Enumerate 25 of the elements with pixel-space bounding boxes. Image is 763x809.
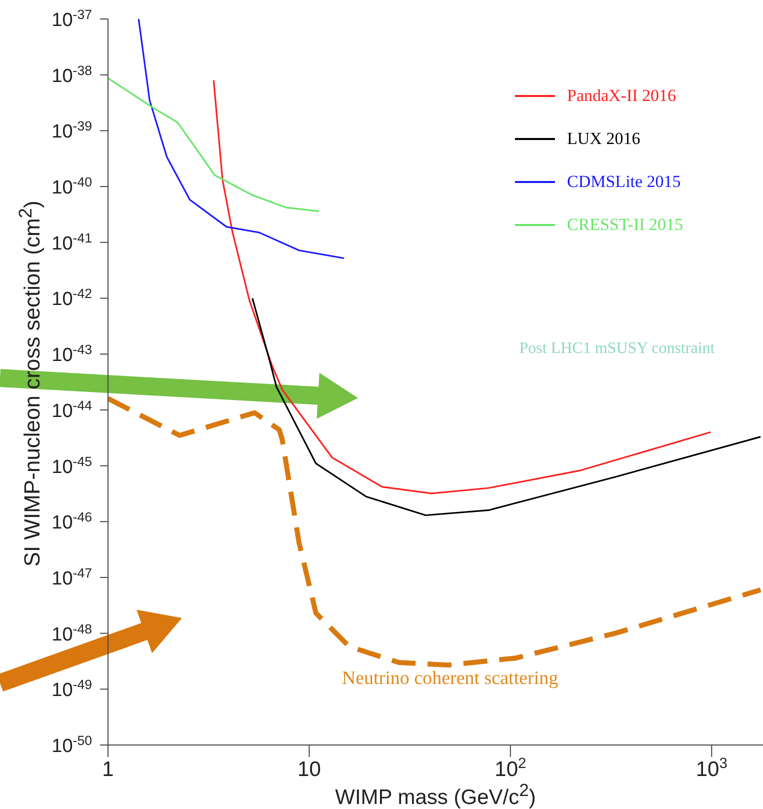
y-tick-label: 10$^{-41}$ — [52, 230, 92, 254]
x-tick-label: 1 — [102, 758, 114, 781]
legend-label: CRESST-II 2015 — [567, 214, 684, 234]
x-tick-label: 10$^{3}$ — [696, 756, 728, 781]
y-tick-label: 10$^{-47}$ — [52, 564, 92, 590]
annotation: Neutrino coherent scattering — [340, 668, 560, 690]
legend-label: PandaX-II 2016 — [567, 86, 676, 106]
x-tick-label: 10 — [298, 758, 321, 781]
y-tick-label: 10$^{-49}$ — [52, 676, 92, 702]
x-tick-label: 10$^{2}$ — [494, 756, 526, 781]
y-tick-label: 10$^{-44}$ — [52, 397, 92, 422]
y-tick-label: 10$^{-37}$ — [52, 6, 92, 31]
y-tick-label: 10$^{-39}$ — [52, 118, 92, 143]
y-tick-label: 10$^{-46}$ — [52, 509, 92, 534]
y-tick-label: 10$^{-40}$ — [52, 174, 92, 199]
y-tick-label: 10$^{-43}$ — [52, 342, 92, 366]
y-tick-label: 10$^{-38}$ — [52, 62, 92, 87]
y-tick-label: 10$^{-48}$ — [52, 620, 92, 646]
legend-label: CDMSLite 2015 — [567, 172, 681, 192]
y-tick-label: 10$^{-50}$ — [52, 732, 92, 757]
x-axis-title: WIMP mass (GeV/c$^{2}$) — [335, 780, 536, 809]
y-tick-label: 10$^{-45}$ — [52, 453, 92, 478]
annotation: Post LHC1 mSUSY constraint — [518, 340, 716, 358]
legend-label: LUX 2016 — [567, 128, 640, 148]
y-tick-label: 10$^{-42}$ — [52, 286, 92, 310]
